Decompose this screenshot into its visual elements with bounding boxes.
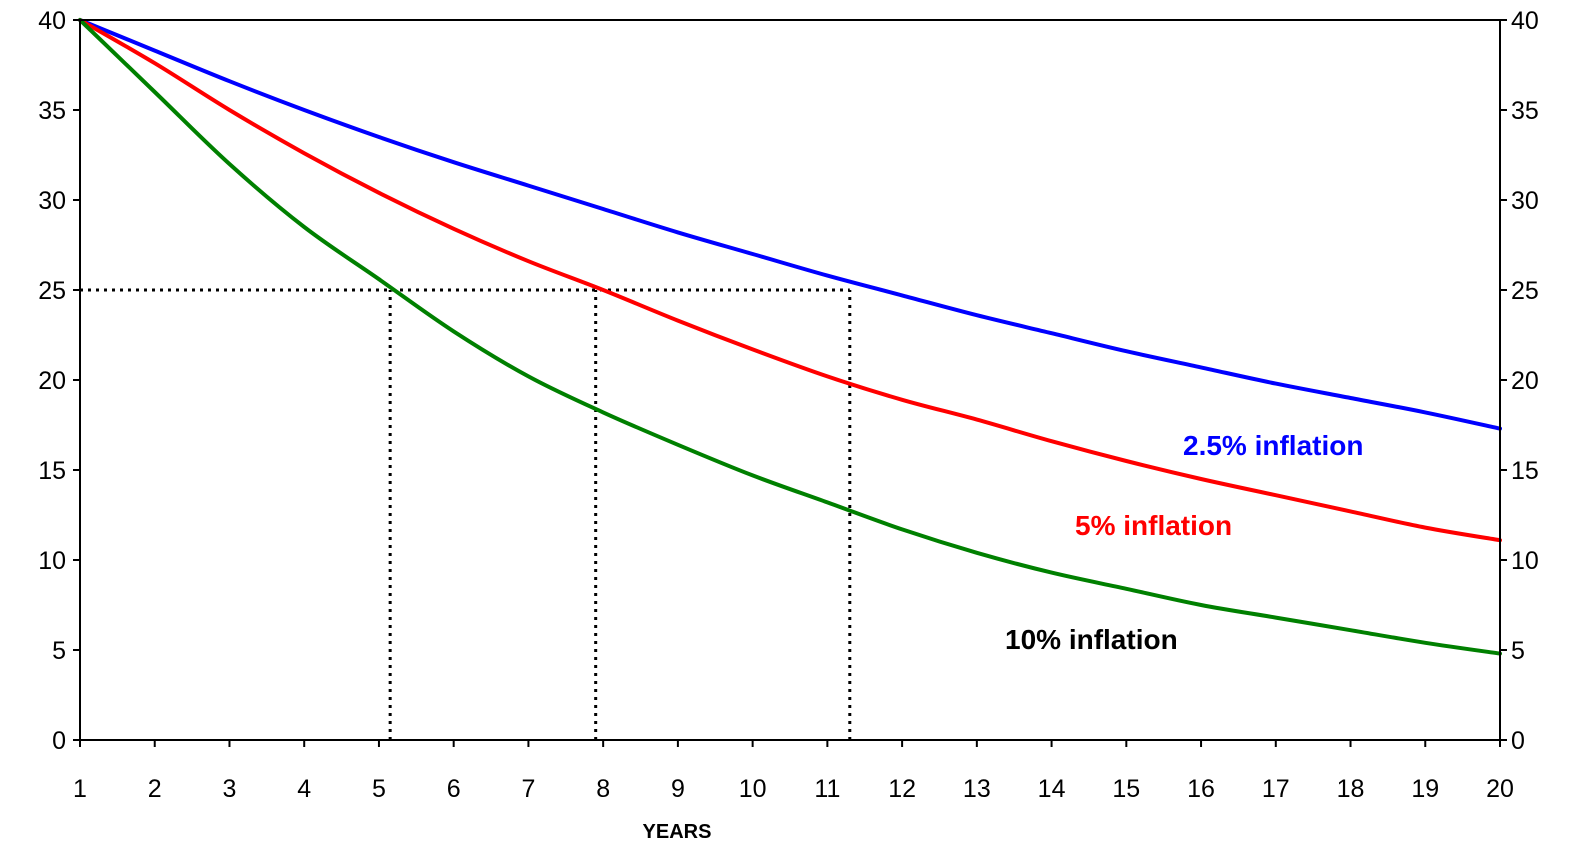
x-tick-label: 11 [814,775,840,803]
y-tick-label-left: 40 [38,7,66,35]
y-tick-label-right: 20 [1511,367,1539,395]
y-tick-label-right: 0 [1511,727,1525,755]
series-line-3 [78,18,1502,656]
y-tick-label-right: 40 [1511,7,1539,35]
x-tick-label: 2 [148,775,162,803]
x-tick-label: 5 [372,775,386,803]
y-tick-label-left: 20 [38,367,66,395]
x-tick-label: 7 [521,775,535,803]
y-tick-label-left: 30 [38,187,66,215]
y-tick-label-right: 5 [1511,637,1525,665]
x-tick-label: 1 [73,775,87,803]
axes [73,19,1507,747]
series-lines [78,18,1502,656]
y-tick-label-right: 35 [1511,97,1539,125]
x-tick-label: 12 [888,775,916,803]
y-tick-label-right: 30 [1511,187,1539,215]
series-label-2: 5% inflation [1075,510,1232,541]
y-tick-label-right: 10 [1511,547,1539,575]
x-axis-label: YEARS [643,821,712,843]
x-tick-label: 6 [447,775,461,803]
x-tick-label: 4 [297,775,311,803]
y-tick-label-right: 25 [1511,277,1539,305]
series-line-1 [78,18,1502,431]
reference-lines [80,288,852,740]
x-tick-label: 8 [596,775,610,803]
series-line-2 [78,18,1502,543]
x-tick-label: 19 [1411,775,1439,803]
x-tick-label: 14 [1038,775,1066,803]
series-label-1: 2.5% inflation [1183,430,1363,461]
y-tick-label-left: 0 [52,727,66,755]
x-tick-label: 16 [1187,775,1215,803]
x-tick-label: 15 [1112,775,1140,803]
x-tick-label: 13 [963,775,991,803]
y-tick-label-left: 35 [38,97,66,125]
series-labels: 2.5% inflation 5% inflation 10% inflation [1005,430,1363,655]
y-tick-label-left: 5 [52,637,66,665]
x-tick-label: 18 [1337,775,1365,803]
y-tick-label-right: 15 [1511,457,1539,485]
y-tick-label-left: 15 [38,457,66,485]
x-tick-label: 3 [223,775,237,803]
x-tick-label: 10 [739,775,767,803]
series-label-3: 10% inflation [1005,624,1178,655]
x-tick-label: 17 [1262,775,1290,803]
x-tick-label: 20 [1486,775,1514,803]
y-tick-label-left: 25 [38,277,66,305]
y-tick-label-left: 10 [38,547,66,575]
x-tick-label: 9 [671,775,685,803]
